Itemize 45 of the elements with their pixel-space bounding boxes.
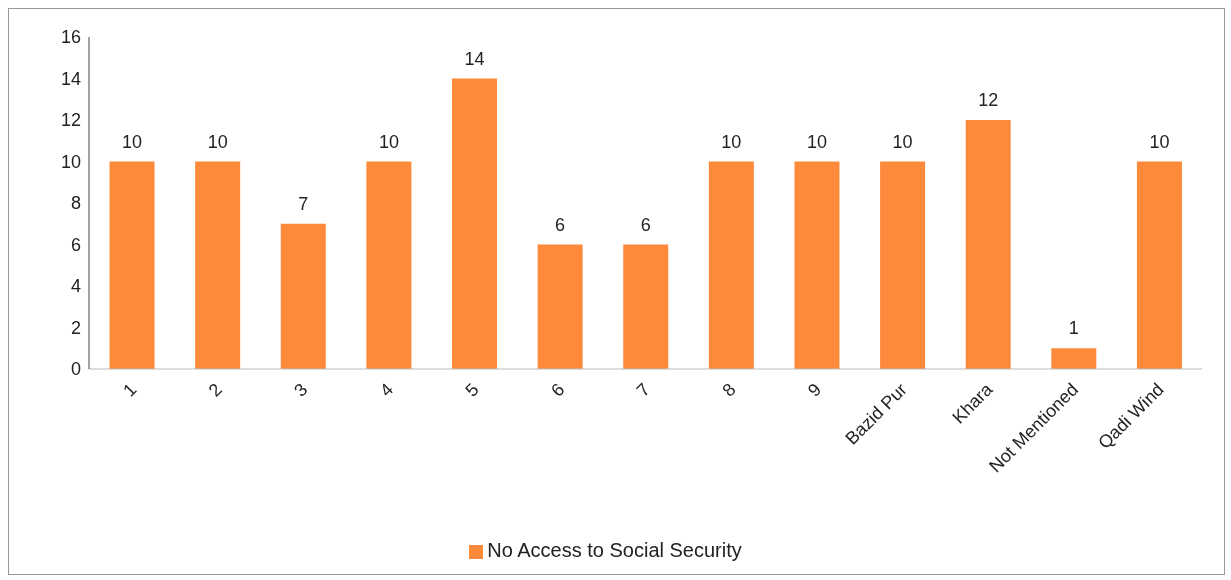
legend-label: No Access to Social Security	[487, 539, 742, 561]
y-tick-label: 0	[70, 359, 81, 380]
data-label: 7	[298, 193, 309, 214]
x-tick-label: 1	[119, 379, 141, 401]
y-tick-label: 16	[60, 27, 81, 48]
y-tick-label: 10	[60, 151, 81, 172]
bar	[880, 161, 926, 369]
y-tick-label: 14	[60, 68, 81, 89]
y-tick-label: 8	[70, 193, 81, 214]
data-label: 1	[1068, 318, 1079, 339]
bar	[965, 120, 1011, 369]
data-label: 10	[892, 131, 913, 152]
bar	[280, 223, 326, 369]
data-label: 10	[806, 131, 827, 152]
data-label: 10	[721, 131, 742, 152]
bar	[623, 244, 669, 369]
data-label: 6	[555, 214, 566, 235]
data-label: 6	[640, 214, 651, 235]
y-tick-label: 12	[60, 110, 81, 131]
x-tick-label: 6	[547, 379, 569, 401]
x-tick-label: 7	[632, 379, 654, 401]
y-tick-label: 4	[70, 276, 81, 297]
bar	[109, 161, 155, 369]
x-tick-label: 9	[803, 379, 826, 401]
y-tick-label: 2	[70, 317, 81, 338]
bar	[1051, 348, 1097, 369]
data-label: 10	[378, 131, 399, 152]
bar	[794, 161, 840, 369]
bar	[708, 161, 754, 369]
x-tick-label: 2	[204, 379, 226, 401]
y-tick-label: 6	[70, 234, 81, 255]
bar	[452, 78, 498, 369]
bar	[195, 161, 241, 369]
data-label: 12	[978, 90, 999, 110]
data-label: 14	[464, 48, 485, 69]
x-tick-label: 4	[375, 379, 398, 401]
bar	[1136, 161, 1182, 369]
bar	[366, 161, 412, 369]
x-tick-label: 8	[718, 379, 740, 401]
data-label: 10	[122, 131, 143, 152]
bar	[537, 244, 583, 369]
data-label: 10	[1149, 131, 1170, 152]
data-label: 10	[207, 131, 228, 152]
x-tick-label: 3	[290, 379, 312, 401]
x-tick-label: 5	[461, 379, 483, 401]
